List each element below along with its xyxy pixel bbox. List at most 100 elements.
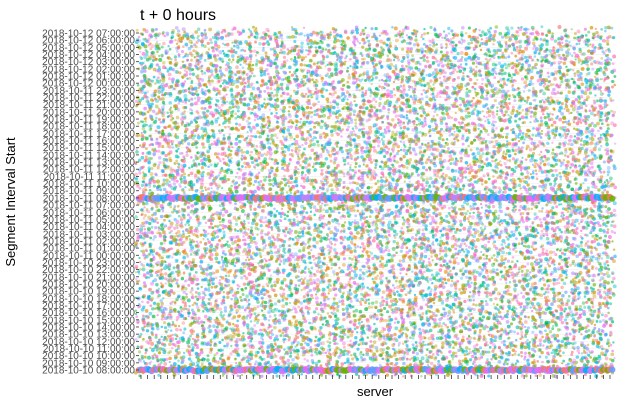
data-point <box>161 249 166 254</box>
data-point <box>572 360 576 364</box>
data-point <box>524 335 528 339</box>
data-point <box>602 324 606 328</box>
data-point <box>408 254 413 259</box>
data-point <box>240 305 245 310</box>
data-point <box>151 290 155 294</box>
data-point <box>539 344 542 347</box>
data-point <box>598 327 601 331</box>
data-point <box>440 324 443 328</box>
data-point <box>408 362 413 367</box>
data-point <box>336 255 341 260</box>
data-point <box>490 334 495 339</box>
data-point <box>269 342 274 347</box>
data-point <box>200 335 205 340</box>
data-point <box>282 271 285 275</box>
data-point <box>478 302 481 306</box>
data-point <box>335 273 339 277</box>
data-point <box>387 248 391 253</box>
data-point <box>392 342 396 346</box>
data-point <box>504 290 508 293</box>
data-point <box>326 340 330 344</box>
data-point <box>552 282 555 285</box>
data-point <box>434 253 439 258</box>
data-point <box>526 342 531 346</box>
data-point <box>284 329 288 334</box>
data-point <box>374 372 378 377</box>
data-point <box>544 320 549 325</box>
data-point <box>224 326 229 330</box>
data-point <box>362 265 366 269</box>
data-point <box>372 340 377 344</box>
data-point <box>294 269 297 273</box>
data-point <box>449 273 454 277</box>
data-point <box>393 336 397 340</box>
data-point <box>398 279 403 284</box>
data-point <box>591 340 596 344</box>
data-point <box>543 311 548 315</box>
data-point <box>573 362 577 367</box>
data-point <box>487 350 491 354</box>
data-point <box>203 247 206 251</box>
data-point <box>547 360 550 364</box>
data-point <box>177 364 181 368</box>
data-point <box>444 323 448 327</box>
data-point <box>151 354 155 358</box>
data-point <box>592 294 597 299</box>
data-point <box>514 350 517 353</box>
data-point <box>487 333 491 337</box>
data-point <box>293 301 297 305</box>
data-point <box>420 346 424 351</box>
data-point <box>162 358 166 362</box>
data-point <box>421 296 424 299</box>
data-point <box>162 338 166 342</box>
data-point <box>314 344 317 347</box>
data-point <box>177 372 180 376</box>
data-point <box>449 283 454 288</box>
data-point <box>242 321 247 326</box>
data-point <box>580 333 583 336</box>
data-point <box>453 283 458 287</box>
data-point <box>418 277 421 281</box>
data-point <box>372 316 376 320</box>
data-point <box>547 284 551 288</box>
data-point <box>305 329 310 334</box>
data-point <box>340 362 345 366</box>
data-point <box>308 278 313 282</box>
data-point <box>499 305 503 309</box>
data-point <box>438 328 443 333</box>
data-point <box>214 300 217 303</box>
data-point <box>248 280 251 284</box>
data-point <box>197 316 201 320</box>
data-point <box>489 337 493 341</box>
data-point <box>238 314 242 317</box>
data-point <box>284 301 289 306</box>
data-point <box>272 270 276 274</box>
data-point <box>552 354 556 359</box>
data-point <box>432 337 435 341</box>
data-point <box>529 306 532 309</box>
data-point <box>371 288 375 292</box>
data-point <box>156 269 160 273</box>
data-point <box>167 273 172 278</box>
data-point <box>445 334 449 339</box>
data-point <box>157 338 161 342</box>
data-point <box>223 283 227 287</box>
data-point <box>186 340 191 345</box>
data-point <box>255 284 259 288</box>
data-point <box>174 349 178 353</box>
data-point <box>563 310 566 313</box>
data-point <box>391 308 396 313</box>
data-point <box>274 344 278 347</box>
data-point <box>141 326 145 331</box>
data-point <box>356 347 360 351</box>
data-point <box>550 302 554 306</box>
data-point <box>308 348 313 353</box>
data-point <box>208 350 213 355</box>
data-point <box>380 335 383 338</box>
data-point <box>249 350 254 354</box>
data-point <box>209 252 214 257</box>
data-point <box>293 341 296 344</box>
data-point <box>524 374 528 378</box>
data-point <box>437 298 442 303</box>
data-point <box>143 241 147 245</box>
